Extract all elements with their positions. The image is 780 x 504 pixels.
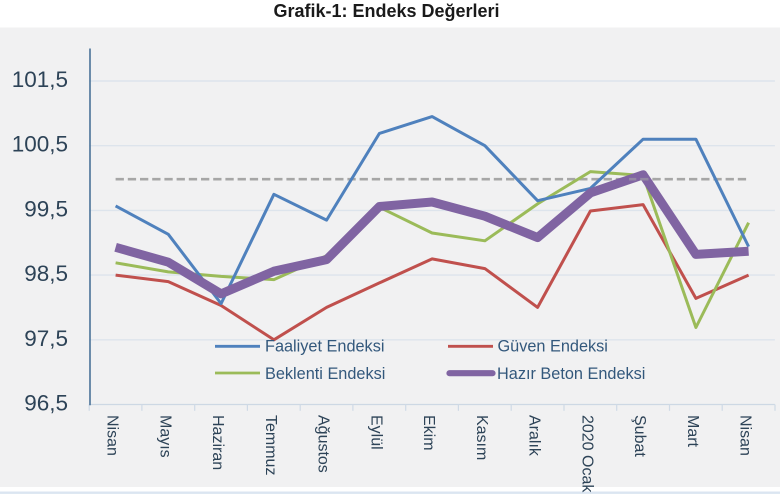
svg-text:Aralık: Aralık xyxy=(526,415,543,457)
svg-text:2020 Ocak: 2020 Ocak xyxy=(578,415,595,493)
svg-text:Ağustos: Ağustos xyxy=(315,415,332,473)
svg-text:100,5: 100,5 xyxy=(12,132,68,157)
svg-text:Beklenti Endeksi: Beklenti Endeksi xyxy=(265,365,385,383)
svg-text:Mart: Mart xyxy=(684,415,701,448)
svg-text:Nisan: Nisan xyxy=(104,415,121,456)
svg-text:Faaliyet Endeksi: Faaliyet Endeksi xyxy=(265,338,384,356)
svg-text:Ekim: Ekim xyxy=(420,415,437,451)
svg-text:98,5: 98,5 xyxy=(24,261,68,286)
svg-text:Güven Endeksi: Güven Endeksi xyxy=(498,338,608,356)
svg-text:99,5: 99,5 xyxy=(24,196,68,221)
svg-text:Nisan: Nisan xyxy=(737,415,754,456)
svg-text:Kasım: Kasım xyxy=(473,415,490,460)
svg-text:Grafik-1: Endeks Değerleri: Grafik-1: Endeks Değerleri xyxy=(273,1,499,21)
svg-text:101,5: 101,5 xyxy=(12,67,68,92)
svg-text:Haziran: Haziran xyxy=(209,415,226,470)
svg-text:97,5: 97,5 xyxy=(24,326,68,351)
svg-text:96,5: 96,5 xyxy=(24,391,68,416)
svg-text:Şubat: Şubat xyxy=(631,415,648,457)
svg-text:Temmuz: Temmuz xyxy=(262,415,279,475)
svg-text:Hazır Beton Endeksi: Hazır Beton Endeksi xyxy=(497,365,645,383)
svg-text:Mayıs: Mayıs xyxy=(156,415,173,458)
svg-text:Eylül: Eylül xyxy=(367,415,384,450)
